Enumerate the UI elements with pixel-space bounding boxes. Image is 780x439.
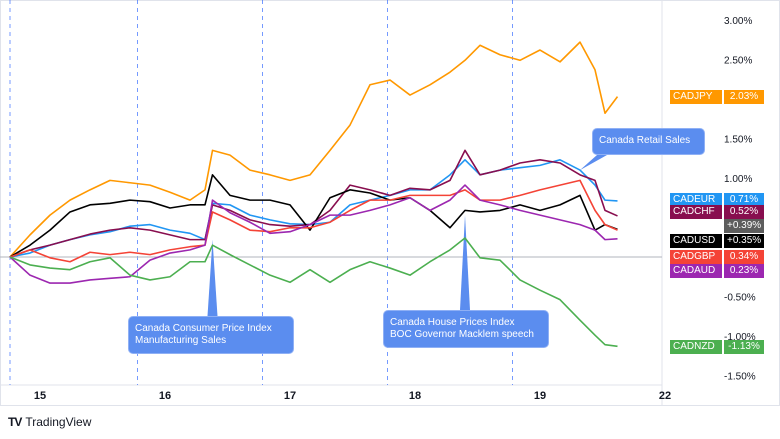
badge-value: +0.35% <box>724 234 764 248</box>
badge-symbol: CADGBP <box>670 250 722 264</box>
annotation-pointer <box>580 155 607 171</box>
badge-symbol: CADEUR <box>670 193 722 207</box>
annotation-pointer <box>460 215 470 310</box>
y-tick-label: 1.00% <box>724 174 752 185</box>
price-badge-cadchf: CADCHF 0.52% <box>670 205 764 219</box>
series-line-cadnzd <box>9 237 618 348</box>
price-badge-cadgbp: CADGBP 0.34% <box>670 250 764 264</box>
series-line-cadaud <box>9 184 618 284</box>
x-tick-label: 18 <box>409 390 421 402</box>
series-line-cadgbp <box>9 179 618 263</box>
x-tick-label: 17 <box>284 390 296 402</box>
badge-value: 2.03% <box>724 90 764 104</box>
annotation-text: BOC Governor Macklem speech <box>390 329 534 340</box>
event-annotation[interactable]: Canada House Prices Index BOC Governor Ma… <box>383 310 549 348</box>
event-annotation[interactable]: Canada Consumer Price Index Manufacturing… <box>128 316 294 354</box>
y-tick-label: -1.00% <box>724 332 756 343</box>
y-tick-label: -0.50% <box>724 293 756 304</box>
x-tick-label: 22 <box>659 390 671 402</box>
series-line-cadchf <box>9 149 618 258</box>
x-tick-label: 16 <box>159 390 171 402</box>
badge-symbol: CADNZD <box>670 340 722 354</box>
badge-symbol: CADCHF <box>670 205 722 219</box>
series-line-cadjpy <box>9 41 619 258</box>
event-annotation[interactable]: Canada Retail Sales <box>592 128 705 155</box>
price-badge-cadeur: CADEUR 0.71% <box>670 193 764 207</box>
badge-value: -1.13% <box>724 340 764 354</box>
badge-value: 0.34% <box>724 250 764 264</box>
price-badge-extra: +0.39% <box>670 219 764 233</box>
badge-symbol: CADAUD <box>670 264 722 278</box>
badge-value: 0.71% <box>724 193 764 207</box>
price-badge-cadjpy: CADJPY 2.03% <box>670 90 764 104</box>
annotation-text: Canada Retail Sales <box>599 135 691 146</box>
badge-symbol: CADUSD <box>670 234 722 248</box>
annotation-text: Manufacturing Sales <box>135 335 227 346</box>
annotation-text: Canada House Prices Index <box>390 317 515 328</box>
y-tick-label: -1.50% <box>724 372 756 383</box>
y-tick-label: 3.00% <box>724 16 752 27</box>
tradingview-logo-text: TradingView <box>25 415 92 429</box>
badge-symbol <box>670 219 722 233</box>
badge-symbol: CADJPY <box>670 90 722 104</box>
price-badge-cadusd: CADUSD +0.35% <box>670 234 764 248</box>
tradingview-logo[interactable]: TV TradingView <box>8 415 91 429</box>
series-line-cadusd <box>9 174 618 258</box>
x-tick-label: 19 <box>534 390 546 402</box>
series-line-cadeur <box>9 159 618 258</box>
tradingview-logo-icon: TV <box>8 415 22 429</box>
price-badge-cadnzd: CADNZD -1.13% <box>670 340 764 354</box>
y-tick-label: 2.50% <box>724 56 752 67</box>
badge-value: +0.39% <box>724 219 764 233</box>
x-tick-label: 15 <box>34 390 46 402</box>
price-badge-cadaud: CADAUD 0.23% <box>670 264 764 278</box>
annotation-text: Canada Consumer Price Index <box>135 323 272 334</box>
badge-value: 0.52% <box>724 205 764 219</box>
annotation-pointer <box>207 239 218 316</box>
y-tick-label: 1.50% <box>724 135 752 146</box>
badge-value: 0.23% <box>724 264 764 278</box>
